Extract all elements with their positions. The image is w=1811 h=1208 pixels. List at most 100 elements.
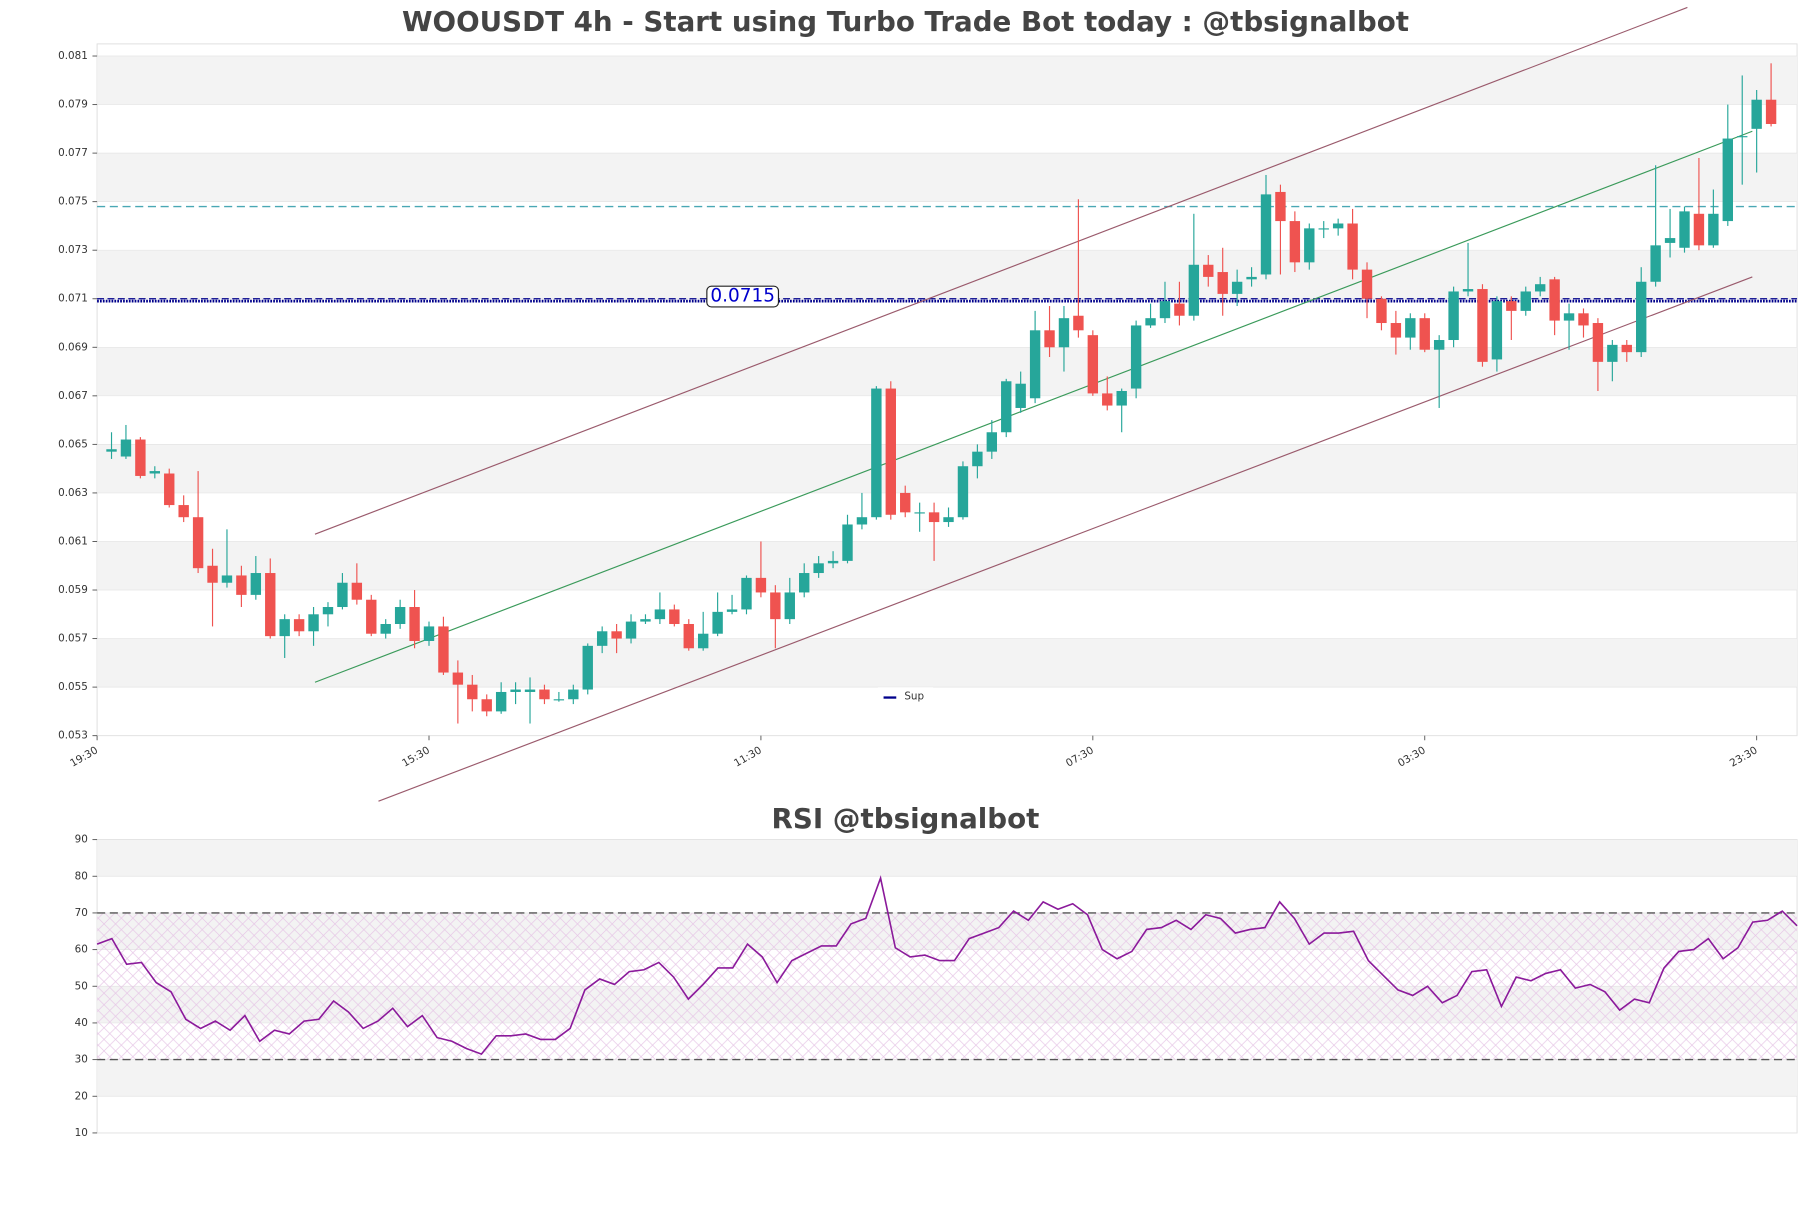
candle-body: [524, 689, 536, 692]
candle-body: [337, 582, 348, 608]
candle-body: [221, 575, 233, 583]
grid-band: [97, 541, 1798, 591]
candle-body: [394, 607, 406, 625]
candle-body: [957, 466, 969, 518]
candle-body: [1304, 228, 1315, 263]
legend-box: [877, 687, 934, 706]
grid-band: [97, 56, 1798, 105]
candle-body: [1332, 223, 1344, 229]
candle-body: [236, 575, 247, 595]
y-tick-label: 0.053: [58, 730, 88, 742]
candle-body: [582, 645, 593, 690]
candle-body: [192, 517, 204, 569]
y-tick-label: 10: [75, 1127, 88, 1139]
candle-body: [1203, 264, 1214, 277]
candle-body: [293, 619, 305, 632]
candle-body: [1405, 318, 1416, 338]
candle-body: [438, 626, 449, 673]
candle-body: [1765, 99, 1777, 124]
x-tick-label: 07:30: [1064, 744, 1096, 769]
candle-body: [813, 563, 824, 574]
candle-body: [510, 689, 521, 692]
candle-body: [654, 609, 666, 620]
candle-body: [914, 512, 925, 514]
grid-band: [97, 444, 1798, 493]
y-tick-label: 60: [75, 944, 88, 956]
candle-body: [1159, 301, 1171, 319]
x-tick-label: 23:30: [1728, 744, 1760, 769]
candle-body: [1217, 272, 1228, 294]
candle-body: [1174, 303, 1185, 316]
y-tick-label: 70: [75, 907, 88, 919]
candle-body: [366, 599, 377, 634]
candle-body: [1015, 383, 1026, 408]
candle-body: [885, 388, 896, 515]
y-tick-label: 0.077: [58, 147, 88, 159]
candle-body: [1462, 289, 1474, 292]
grid-band: [97, 839, 1798, 877]
candle-body: [799, 573, 810, 593]
candle-body: [164, 473, 175, 506]
rsi-title: RSI @tbsignalbot: [772, 802, 1040, 835]
grid-band: [97, 347, 1798, 396]
candle-body: [1693, 213, 1705, 246]
y-tick-label: 0.057: [58, 633, 88, 645]
candle-body: [1246, 276, 1257, 280]
legend-label: Sup: [904, 690, 924, 702]
candle-body: [1722, 138, 1733, 222]
candle-body: [1044, 330, 1055, 348]
candle-body: [250, 573, 262, 595]
candle-body: [1058, 318, 1070, 348]
y-tick-label: 0.079: [58, 99, 88, 111]
x-tick-label: 15:30: [400, 744, 432, 769]
candle-body: [928, 512, 940, 523]
y-tick-label: 80: [75, 870, 88, 882]
x-tick-label: 03:30: [1396, 744, 1428, 769]
candle-body: [308, 614, 319, 632]
y-tick-label: 30: [75, 1054, 88, 1066]
candle-body: [697, 633, 709, 649]
grid-band: [97, 1059, 1798, 1097]
channel-line: [378, 276, 1753, 802]
candle-body: [351, 582, 363, 600]
candle-body: [1102, 393, 1113, 406]
candle-body: [1477, 289, 1488, 362]
candle-body: [207, 565, 218, 583]
candle-body: [1563, 313, 1575, 321]
candle-body: [669, 609, 680, 625]
y-tick-label: 0.073: [58, 244, 88, 256]
channel-line: [314, 130, 1753, 683]
candle-body: [625, 621, 637, 639]
candle-body: [1318, 228, 1329, 230]
candle-body: [1361, 269, 1373, 299]
candle-body: [106, 449, 117, 452]
candle-body: [972, 451, 983, 467]
candle-body: [120, 439, 132, 457]
candle-body: [1289, 221, 1301, 263]
candle-body: [1708, 213, 1719, 246]
y-tick-label: 0.061: [58, 535, 88, 547]
candle-body: [1549, 279, 1560, 321]
candle-body: [322, 607, 334, 615]
candle-body: [1578, 313, 1589, 326]
candle-body: [1087, 335, 1099, 394]
y-tick-label: 0.075: [58, 196, 88, 208]
price-label: 0.0715: [710, 286, 775, 307]
candle-body: [1275, 191, 1286, 222]
candle-body: [1073, 315, 1084, 331]
candle-body: [611, 631, 622, 639]
candle-body: [1001, 381, 1012, 433]
candle-body: [1664, 238, 1676, 243]
candle-body: [495, 691, 507, 712]
candle-body: [640, 619, 651, 622]
candle-body: [1534, 284, 1546, 292]
y-tick-label: 0.071: [58, 293, 88, 305]
candle-body: [1376, 298, 1387, 324]
y-tick-label: 0.059: [58, 584, 88, 596]
candle-body: [943, 517, 954, 523]
candle-body: [1145, 318, 1156, 326]
candle-body: [1390, 323, 1402, 338]
candle-body: [986, 432, 998, 452]
candle-body: [712, 611, 723, 634]
